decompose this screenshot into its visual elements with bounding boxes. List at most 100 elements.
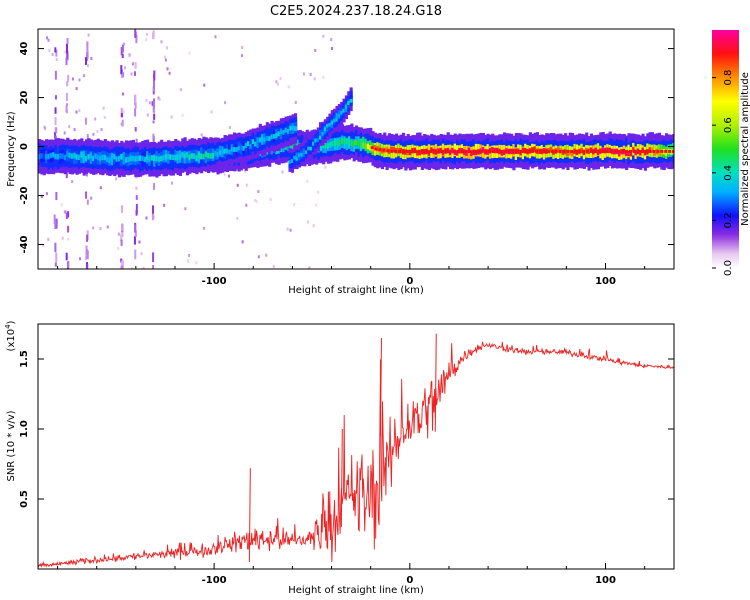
spectrogram-core-cell — [378, 148, 382, 152]
spectrogram-core-cell — [644, 149, 648, 153]
spectrogram-trace-cell — [399, 147, 403, 154]
spectrogram-speckle — [94, 117, 97, 121]
spectrogram-second-trace-cell — [330, 120, 334, 125]
spectrogram-core-cell — [625, 149, 629, 153]
spectrogram-trace-cell — [66, 151, 70, 157]
spectrogram-streak — [120, 239, 123, 246]
spectrogram-speckle — [140, 252, 143, 256]
spectrogram-speckle — [40, 195, 43, 199]
snr-panel: 0.5 1.0 1.5 -100 0 100 Height of straight li… — [4, 320, 675, 596]
spectrogram-streak — [153, 113, 156, 120]
spectrogram-trace-cell — [171, 154, 176, 161]
spectrogram-core-cell — [452, 149, 456, 153]
snr-x-tick-label: 100 — [595, 575, 616, 586]
spectrogram-trace-cell — [155, 155, 159, 162]
spectrogram-streak — [120, 46, 123, 56]
spectrogram-trace-cell — [387, 148, 392, 155]
spectrogram-streak — [152, 264, 155, 269]
spectrogram-trace-cell — [423, 149, 427, 155]
spectrogram-speckle — [152, 120, 155, 124]
spectrogram-core-cell — [499, 149, 503, 153]
spectrogram-speckle — [117, 246, 120, 250]
spectrogram-streak — [54, 47, 57, 53]
spectrogram-trace-cell — [127, 156, 131, 163]
colorbar-tick-label: 0.0 — [723, 260, 734, 276]
spectrogram-streak — [134, 94, 137, 104]
spectrogram-streak — [67, 225, 70, 233]
snr-y-tick-label: 1.0 — [19, 420, 30, 438]
spectrogram-streak — [122, 72, 125, 78]
spectrogram-streak — [54, 95, 57, 100]
spectrogram-speckle — [254, 198, 257, 202]
spectrogram-trace-cell — [157, 156, 161, 162]
spectrogram-trace-cell — [648, 147, 652, 153]
spectrogram-second-trace-cell — [333, 118, 337, 123]
snr-x-axis-label: Height of straight line (km) — [288, 585, 424, 596]
snr-multiplier-close: ) — [6, 320, 17, 324]
spectrogram-core-cell — [394, 149, 398, 153]
colorbar-gradient — [712, 30, 739, 268]
spectrogram-speckle — [195, 261, 198, 265]
spectrogram-trace-cell — [601, 147, 605, 160]
spectrogram-streak — [54, 242, 57, 253]
snr-multiplier-exp: 4 — [4, 324, 12, 329]
spectrogram-trace-cell — [82, 153, 86, 160]
snr-frame — [37, 323, 675, 570]
spectrogram-streak — [55, 218, 58, 224]
spectrogram-trace-cell — [338, 140, 342, 146]
spectrogram-core-cell — [527, 149, 531, 153]
spectrogram-trace-cell — [94, 153, 98, 159]
spectrogram-upper-trace-cell — [223, 148, 227, 154]
spectrogram-trace-cell — [162, 155, 166, 161]
spectrogram-speckle — [223, 173, 226, 177]
snr-plot-area — [38, 324, 674, 569]
spectrogram-speckle — [330, 38, 333, 42]
spectrogram-speckle — [83, 74, 86, 78]
spectrogram-speckle — [255, 200, 258, 204]
spectrogram-trace-cell — [625, 150, 629, 157]
spectrogram-core-cell — [390, 149, 394, 153]
spectrogram-speckle — [307, 220, 310, 224]
spectrogram-upper-trace-cell — [261, 136, 265, 142]
spectrogram-speckle — [164, 55, 167, 59]
spectrogram-upper-trace-cell — [221, 149, 225, 155]
spectrogram-speckle — [60, 203, 63, 207]
spectrogram-core-cell — [636, 149, 640, 153]
spectrogram-upper-trace-cell — [284, 127, 288, 133]
spectrogram-speckle — [86, 64, 89, 68]
spectrogram-speckle — [103, 115, 106, 119]
snr-peak-spike — [434, 333, 437, 432]
spectrogram-speckle — [128, 54, 131, 58]
spectrogram-upper-trace-cell — [277, 131, 281, 137]
spectrogram-trace-cell — [204, 151, 208, 157]
spectrogram-speckle — [75, 87, 78, 91]
colorbar-tick-label: 0.6 — [723, 117, 734, 133]
spectrogram-second-trace-cell — [293, 155, 297, 160]
spectrogram-speckle — [75, 110, 78, 114]
spectrogram-trace-cell — [185, 152, 190, 158]
spectrogram-streak — [120, 113, 123, 118]
spectrogram-second-trace-cell — [323, 127, 327, 132]
colorbar-tick-label: 0.8 — [723, 70, 734, 86]
spectrogram-speckle — [145, 32, 148, 36]
spectrogram-speckle — [48, 49, 51, 53]
spectrogram-speckle — [145, 216, 148, 220]
spectrogram-trace-cell — [87, 154, 91, 160]
spectrogram-trace-cell — [150, 155, 154, 161]
spectrogram-trace-cell — [122, 155, 126, 161]
spectrogram-second-trace-cell — [340, 110, 344, 115]
spectrogram-second-trace-cell — [337, 113, 341, 118]
spectrogram-trace-cell — [632, 146, 636, 153]
spectrogram-trace-cell — [357, 140, 361, 147]
spectrogram-speckle — [317, 190, 320, 194]
spectrogram-trace-cell — [376, 145, 380, 152]
spectrogram-core-cell — [417, 149, 421, 153]
spectrogram-core-cell — [585, 149, 589, 153]
spectrogram-core-cell — [578, 149, 582, 153]
spectrogram-core-cell — [535, 149, 539, 153]
spectrogram-streak — [152, 252, 155, 263]
spectrogram-core-cell — [648, 149, 652, 153]
spectrogram-core-cell — [405, 149, 409, 153]
spectrogram-upper-trace-cell — [282, 129, 286, 135]
spectrogram-speckle — [71, 77, 74, 81]
